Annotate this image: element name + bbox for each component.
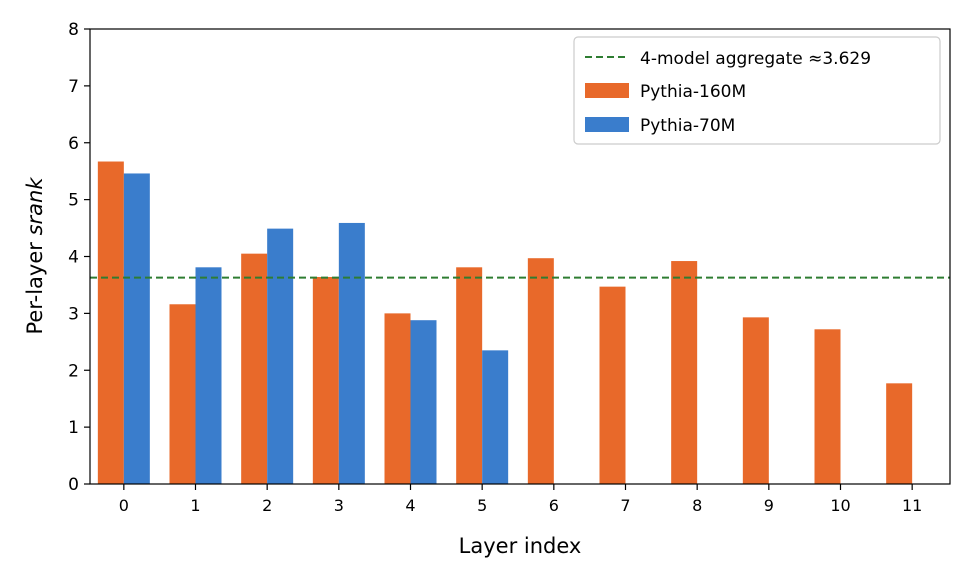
- bar-pythia-160m-layer-3: [312, 276, 339, 484]
- legend-label-pythia-70m: Pythia-70M: [640, 116, 735, 136]
- y-tick-label: 7: [68, 77, 79, 97]
- y-tick-label: 2: [68, 361, 79, 381]
- legend-swatch-pythia-70m: [585, 117, 629, 132]
- x-tick-label: 7: [620, 496, 630, 515]
- x-tick-label: 8: [692, 496, 702, 515]
- bar-pythia-70m-layer-0: [123, 173, 150, 484]
- x-tick-label: 10: [830, 496, 850, 515]
- bar-pythia-160m-layer-1: [169, 304, 196, 484]
- y-tick-label: 8: [68, 20, 79, 40]
- y-axis-label-italic: srank: [23, 177, 47, 236]
- bar-pythia-160m-layer-5: [456, 267, 483, 484]
- bar-pythia-70m-layer-1: [195, 267, 222, 484]
- y-tick-label: 5: [68, 191, 79, 211]
- bar-pythia-160m-layer-11: [886, 383, 913, 484]
- y-tick-label: 3: [68, 304, 79, 324]
- y-tick-label: 1: [68, 418, 79, 438]
- bar-pythia-160m-layer-9: [742, 317, 769, 484]
- bar-pythia-70m-layer-5: [482, 350, 509, 484]
- bar-pythia-160m-layer-10: [814, 329, 841, 484]
- legend-label-reference-line: 4-model aggregate ≈3.629: [640, 49, 871, 69]
- x-tick-label: 1: [190, 496, 200, 515]
- x-tick-label: 4: [405, 496, 415, 515]
- bar-pythia-160m-layer-2: [241, 253, 268, 484]
- y-tick-label: 6: [68, 134, 79, 154]
- y-axis-label-prefix: Per-layer: [23, 235, 47, 334]
- legend-label-pythia-160m: Pythia-160M: [640, 82, 746, 102]
- x-tick-label: 6: [549, 496, 559, 515]
- x-tick-label: 2: [262, 496, 272, 515]
- y-tick-label: 4: [68, 248, 79, 268]
- x-tick-label: 11: [902, 496, 922, 515]
- x-tick-label: 0: [119, 496, 129, 515]
- legend-swatch-pythia-160m: [585, 83, 629, 98]
- y-tick-label: 0: [68, 475, 79, 495]
- bar-pythia-160m-layer-7: [599, 286, 626, 484]
- x-tick-label: 5: [477, 496, 487, 515]
- x-axis-label: Layer index: [459, 534, 582, 558]
- bar-pythia-70m-layer-4: [410, 320, 437, 484]
- bar-pythia-160m-layer-4: [384, 313, 411, 484]
- bar-pythia-70m-layer-2: [267, 228, 294, 484]
- bar-pythia-160m-layer-0: [97, 161, 124, 485]
- bar-pythia-160m-layer-6: [527, 258, 554, 484]
- y-axis-label: Per-layer srank: [23, 177, 47, 335]
- bar-pythia-160m-layer-8: [671, 261, 698, 484]
- legend-frame: [573, 36, 941, 145]
- x-tick-label: 9: [764, 496, 774, 515]
- x-tick-label: 3: [334, 496, 344, 515]
- bar-pythia-70m-layer-3: [338, 222, 365, 484]
- legend: 4-model aggregate ≈3.629 Pythia-160M Pyt…: [573, 36, 941, 145]
